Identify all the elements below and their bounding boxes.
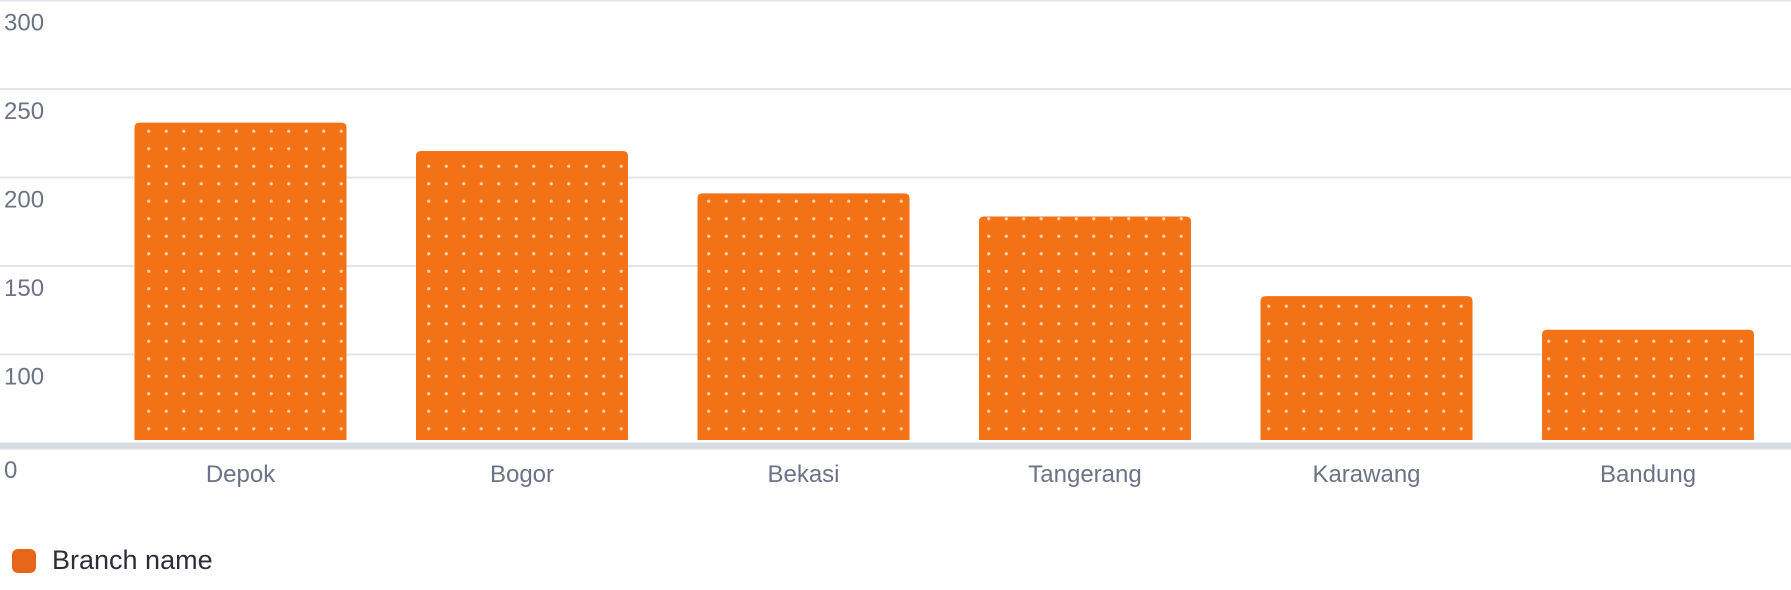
x-axis-labels: Depok Bogor Bekasi Tangerang Karawang Bandung (206, 461, 1696, 488)
legend[interactable]: Branch name (12, 545, 213, 576)
legend-label: Branch name (52, 545, 213, 575)
bar-bekasi[interactable] (697, 193, 910, 440)
x-tick-label-depok: Depok (206, 461, 276, 488)
x-tick-label-bogor: Bogor (490, 461, 554, 488)
y-tick-label-150: 150 (4, 275, 44, 302)
bar-bogor[interactable] (416, 150, 628, 440)
y-tick-label-250: 250 (4, 98, 44, 125)
y-tick-label-300: 300 (4, 10, 44, 37)
y-tick-label-0: 0 (4, 457, 17, 484)
bars (134, 122, 1754, 440)
bar-tangerang[interactable] (979, 216, 1191, 440)
bar-karawang[interactable] (1260, 296, 1473, 440)
bar-chart: 0 100 150 200 250 300 Depok Bogor Bekasi Tangera… (0, 0, 1791, 488)
x-tick-label-bekasi: Bekasi (767, 461, 839, 488)
x-tick-label-karawang: Karawang (1312, 461, 1420, 488)
y-tick-label-100: 100 (4, 364, 44, 391)
y-axis-ticks: 0 100 150 200 250 300 (4, 10, 44, 485)
y-tick-label-200: 200 (4, 187, 44, 214)
bar-bandung[interactable] (1542, 329, 1754, 440)
legend-swatch-icon (12, 548, 36, 573)
bar-depok[interactable] (134, 122, 347, 440)
x-tick-label-bandung: Bandung (1600, 461, 1696, 488)
x-tick-label-tangerang: Tangerang (1028, 461, 1141, 488)
